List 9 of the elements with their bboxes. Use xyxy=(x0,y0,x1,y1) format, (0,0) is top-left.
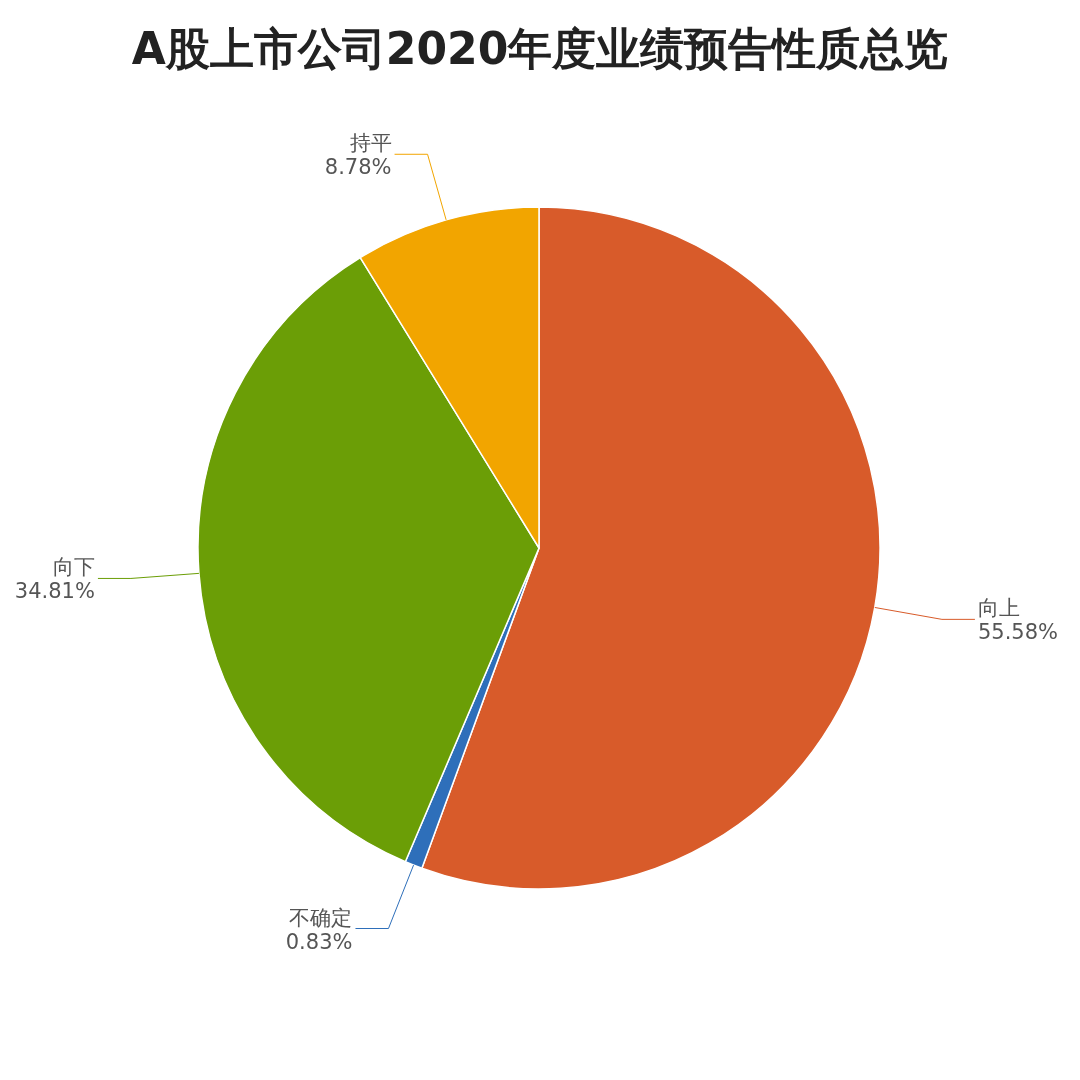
data-label: 55.58% xyxy=(977,620,1059,645)
data-label: 34.81% xyxy=(14,579,95,604)
data-label: 0.83% xyxy=(285,929,353,954)
slice-label: 向下 xyxy=(52,555,95,580)
chart-title: A股上市公司2020年度业绩预告性质总览 xyxy=(131,23,949,74)
slice-label: 向上 xyxy=(977,596,1020,621)
data-label: 8.78% xyxy=(324,155,392,180)
slice-label: 不确定 xyxy=(289,905,353,930)
slice-label: 持平 xyxy=(349,131,392,156)
